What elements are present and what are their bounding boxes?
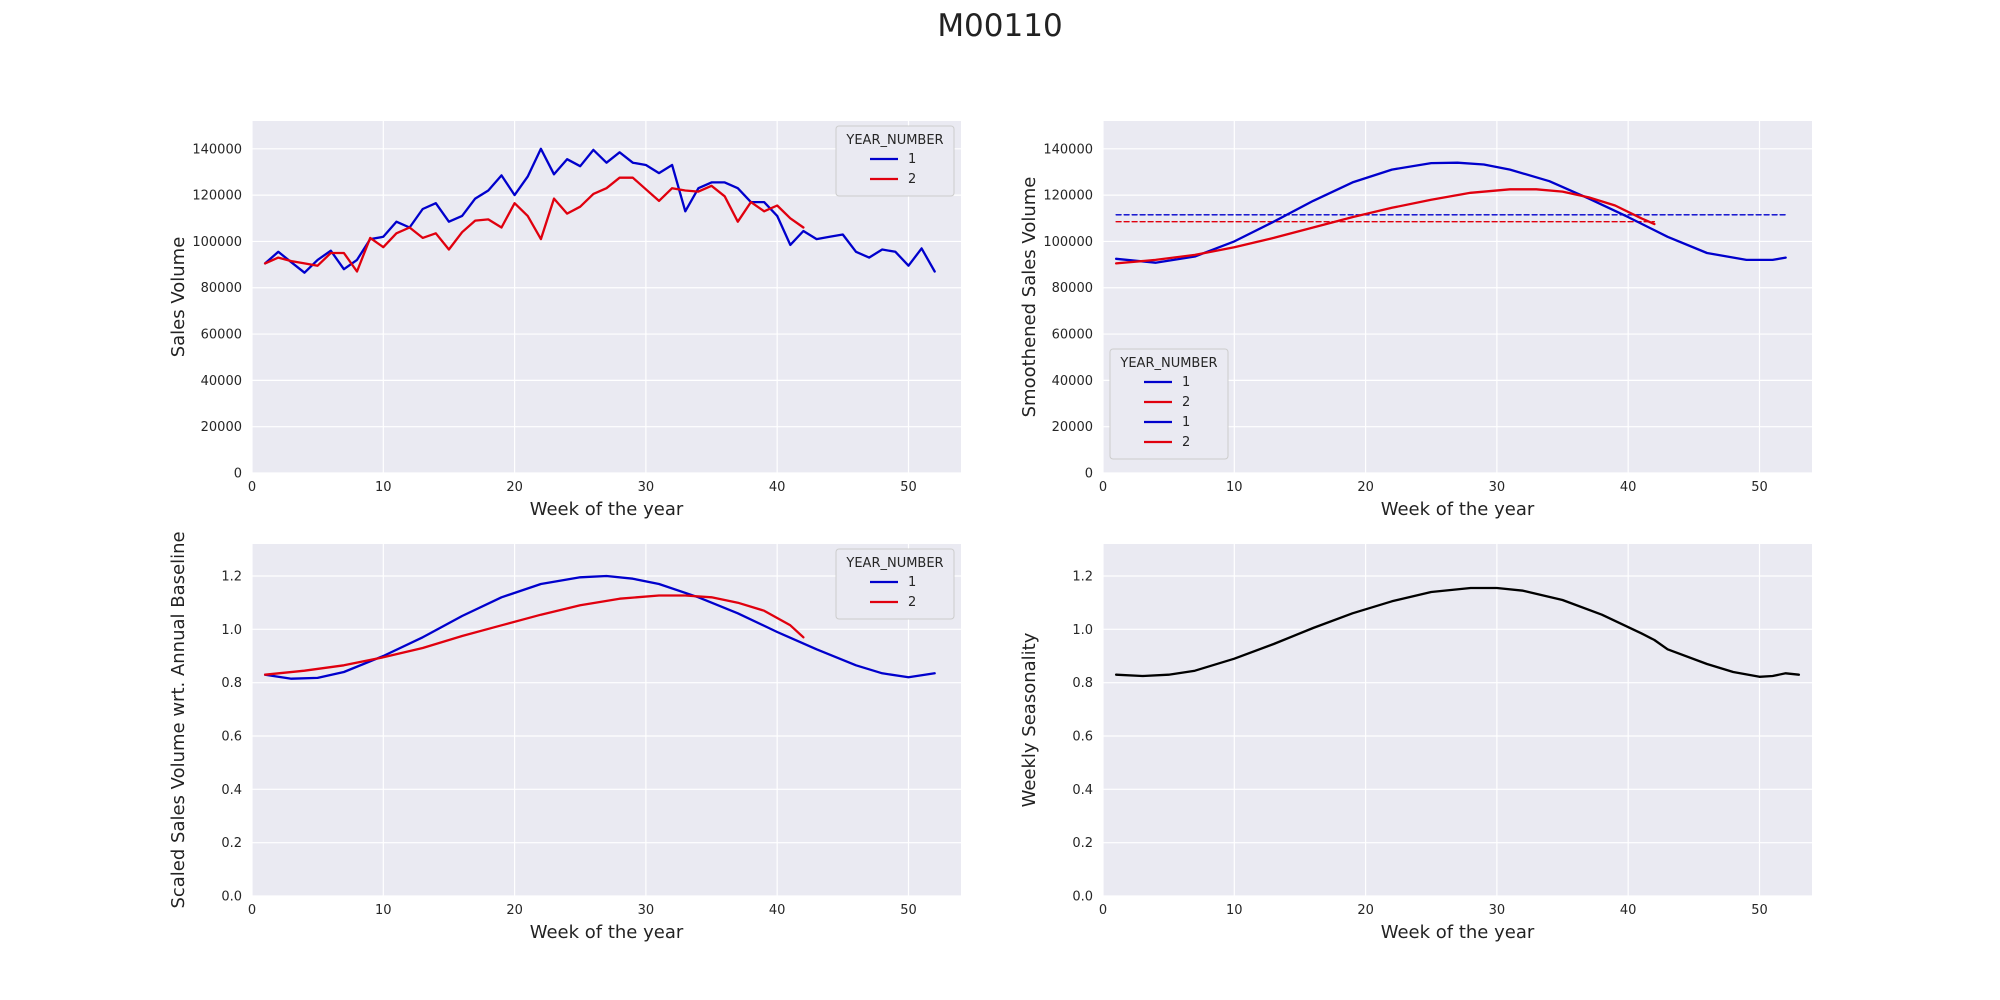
chart-panel-4: 0 10 20 30 40 50 0.0 0.2 0.4 0.6 0.8 1.0 1.2 Week of …: [1019, 544, 1812, 943]
plot-area: [1103, 544, 1812, 896]
legend-label: 1: [1182, 415, 1190, 430]
series-line-2: [263, 176, 805, 273]
legend: YEAR_NUMBER 1 2: [835, 548, 955, 620]
x-axis-label: Week of the year: [1381, 499, 1535, 520]
chart-panel-1: 0 10 20 30 40 5002000040000600008000010000012…: [168, 121, 961, 520]
y-tick-label: 20000: [1052, 420, 1093, 435]
legend-label: 2: [1182, 435, 1190, 450]
legend-title: YEAR_NUMBER: [1119, 356, 1217, 371]
x-tick-label: 0: [1099, 903, 1107, 918]
x-tick-label: 50: [900, 480, 917, 495]
legend-label: 1: [908, 575, 916, 590]
legend-box: [1109, 348, 1229, 460]
x-tick-label: 10: [1226, 903, 1243, 918]
y-tick-label: 140000: [192, 142, 242, 157]
x-tick-label: 40: [1620, 903, 1637, 918]
y-tick-label: 1.2: [1072, 570, 1093, 585]
x-tick-label: 30: [638, 480, 655, 495]
y-tick-label: 40000: [201, 374, 242, 389]
x-tick-label: 10: [1226, 480, 1243, 495]
y-tick-label: 100000: [1043, 235, 1093, 250]
y-tick-label: 120000: [1043, 189, 1093, 204]
x-tick-label: 40: [769, 480, 786, 495]
series-line-2: [263, 594, 805, 676]
y-tick-label: 0.2: [221, 836, 242, 851]
y-axis-label: Scaled Sales Volume wrt. Annual Baseline: [168, 531, 189, 908]
legend-label: 1: [908, 152, 916, 167]
x-tick-label: 20: [1357, 903, 1374, 918]
y-tick-label: 1.2: [221, 570, 242, 585]
x-tick-label: 40: [769, 903, 786, 918]
x-tick-label: 10: [375, 903, 392, 918]
legend-label: 2: [908, 595, 916, 610]
x-tick-label: 40: [1620, 480, 1637, 495]
series-line-seasonality: [1114, 586, 1801, 678]
y-tick-label: 0.4: [1072, 783, 1093, 798]
y-tick-label: 0: [1085, 467, 1093, 482]
x-axis-label: Week of the year: [530, 922, 684, 943]
legend: YEAR_NUMBER 1 2 1 2: [1109, 348, 1229, 460]
chart-panel-2: 0 10 20 30 40 5002000040000600008000010000012…: [1019, 121, 1812, 520]
legend: YEAR_NUMBER 1 2: [835, 125, 955, 197]
y-tick-label: 0.6: [1072, 730, 1093, 745]
legend-label: 1: [1182, 375, 1190, 390]
y-tick-label: 0.8: [221, 676, 242, 691]
y-tick-label: 0: [234, 467, 242, 482]
y-tick-label: 1.0: [1072, 623, 1093, 638]
legend-box: [835, 125, 955, 197]
x-tick-label: 0: [248, 480, 256, 495]
y-tick-label: 20000: [201, 420, 242, 435]
x-tick-label: 30: [638, 903, 655, 918]
x-tick-label: 30: [1489, 903, 1506, 918]
x-tick-label: 20: [506, 480, 523, 495]
y-tick-label: 60000: [1052, 328, 1093, 343]
y-tick-label: 80000: [201, 281, 242, 296]
x-tick-label: 50: [900, 903, 917, 918]
y-tick-label: 60000: [201, 328, 242, 343]
x-tick-label: 0: [1099, 480, 1107, 495]
x-tick-label: 50: [1751, 903, 1768, 918]
x-tick-label: 20: [1357, 480, 1374, 495]
legend-title: YEAR_NUMBER: [845, 133, 943, 148]
y-tick-label: 0.0: [1072, 890, 1093, 905]
series-line-1: [263, 574, 936, 680]
y-tick-label: 80000: [1052, 281, 1093, 296]
y-tick-label: 0.6: [221, 730, 242, 745]
x-tick-label: 30: [1489, 480, 1506, 495]
legend-label: 2: [1182, 395, 1190, 410]
y-tick-label: 100000: [192, 235, 242, 250]
series-line-1: [1114, 161, 1787, 264]
x-tick-label: 20: [506, 903, 523, 918]
figure-title: M00110: [937, 8, 1063, 44]
y-tick-label: 0.4: [221, 783, 242, 798]
series-line-1: [263, 147, 936, 274]
y-axis-label: Smoothened Sales Volume: [1019, 177, 1040, 418]
y-tick-label: 1.0: [221, 623, 242, 638]
y-tick-label: 0.0: [221, 890, 242, 905]
y-tick-label: 0.2: [1072, 836, 1093, 851]
y-tick-label: 40000: [1052, 374, 1093, 389]
legend-title: YEAR_NUMBER: [845, 556, 943, 571]
legend-box: [835, 548, 955, 620]
x-tick-label: 0: [248, 903, 256, 918]
series-line-2: [1114, 188, 1656, 265]
y-axis-label: Sales Volume: [168, 237, 189, 358]
legend-label: 2: [908, 172, 916, 187]
y-axis-label: Weekly Seasonality: [1019, 632, 1040, 807]
x-axis-label: Week of the year: [1381, 922, 1535, 943]
x-tick-label: 10: [375, 480, 392, 495]
y-tick-label: 120000: [192, 189, 242, 204]
chart-panel-3: 0 10 20 30 40 50 0.0 0.2 0.4 0.6 0.8 1.0 1.2 Week of …: [168, 531, 961, 943]
x-axis-label: Week of the year: [530, 499, 684, 520]
y-tick-label: 140000: [1043, 142, 1093, 157]
y-tick-label: 0.8: [1072, 676, 1093, 691]
x-tick-label: 50: [1751, 480, 1768, 495]
